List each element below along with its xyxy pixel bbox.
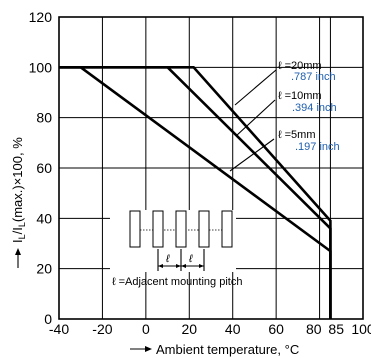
y-axis-label: IL/IL(max.)×100, % [10, 137, 27, 243]
component-2 [152, 210, 164, 248]
x-tick-label: -20 [92, 321, 112, 337]
annotation-5mm: ℓ =5mm .197 inch [229, 129, 340, 172]
mounting-pitch-diagram: ℓ ℓ [110, 210, 236, 272]
y-tick-label: 80 [36, 110, 52, 126]
component-1 [129, 210, 141, 248]
x-tick-label: 0 [142, 321, 150, 337]
y-tick-label: 100 [29, 59, 53, 75]
leader-line-20mm [234, 69, 277, 106]
pitch-symbol-2: ℓ [188, 253, 193, 265]
y-tick-label: 20 [36, 261, 52, 277]
x-axis-title: Ambient temperature, °C [130, 342, 299, 357]
pitch-symbol-1: ℓ [165, 253, 170, 265]
series-line-3 [59, 66, 332, 319]
grid-lines [58, 16, 364, 320]
component-5 [221, 210, 233, 248]
y-axis-arrow-head [15, 248, 21, 255]
inset-background [110, 210, 236, 272]
x-tick-label: 60 [268, 321, 284, 337]
leader-line-5mm [229, 138, 275, 172]
y-tick-label: 0 [44, 311, 52, 327]
annotation-10mm-label: ℓ =10mm [278, 90, 322, 102]
annotation-10mm: ℓ =10mm .394 inch [235, 90, 337, 137]
arrowhead [181, 264, 186, 268]
plot-frame [58, 16, 364, 320]
annotation-20mm: ℓ =20mm .787 inch [234, 60, 336, 106]
x-axis-arrow-head [145, 346, 152, 352]
x-tick-label: -40 [49, 321, 69, 337]
pitch-caption: ℓ =Adjacent mounting pitch [112, 276, 242, 288]
component-4 [198, 210, 210, 248]
leader-line-10mm [235, 99, 276, 137]
x-tick-label: 100 [351, 321, 371, 337]
annotation-20mm-label: ℓ =20mm [278, 60, 322, 72]
x-axis-label: Ambient temperature, °C [156, 342, 299, 357]
arrowhead [199, 264, 204, 268]
arrowhead [176, 264, 181, 268]
component-3 [175, 210, 187, 248]
y-tick-label: 40 [36, 210, 52, 226]
y-axis-title: IL/IL(max.)×100, % [10, 137, 27, 268]
x-tick-label: 80 [306, 321, 322, 337]
x-tick-label: 85 [328, 321, 344, 337]
arrowhead [158, 264, 163, 268]
annotation-5mm-inch: .197 inch [295, 141, 340, 153]
annotation-5mm-label: ℓ =5mm [278, 129, 315, 141]
y-tick-label: 120 [29, 9, 53, 25]
annotation-10mm-inch: .394 inch [292, 102, 337, 114]
x-tick-label: 40 [225, 321, 241, 337]
series-lines [59, 66, 332, 319]
annotation-20mm-inch: .787 inch [291, 71, 336, 83]
x-tick-label: 20 [181, 321, 197, 337]
y-tick-label: 60 [36, 160, 52, 176]
tick-labels: -40 -20 0 20 40 60 80 85 100 0 20 40 60 80 100 120 [29, 9, 371, 337]
